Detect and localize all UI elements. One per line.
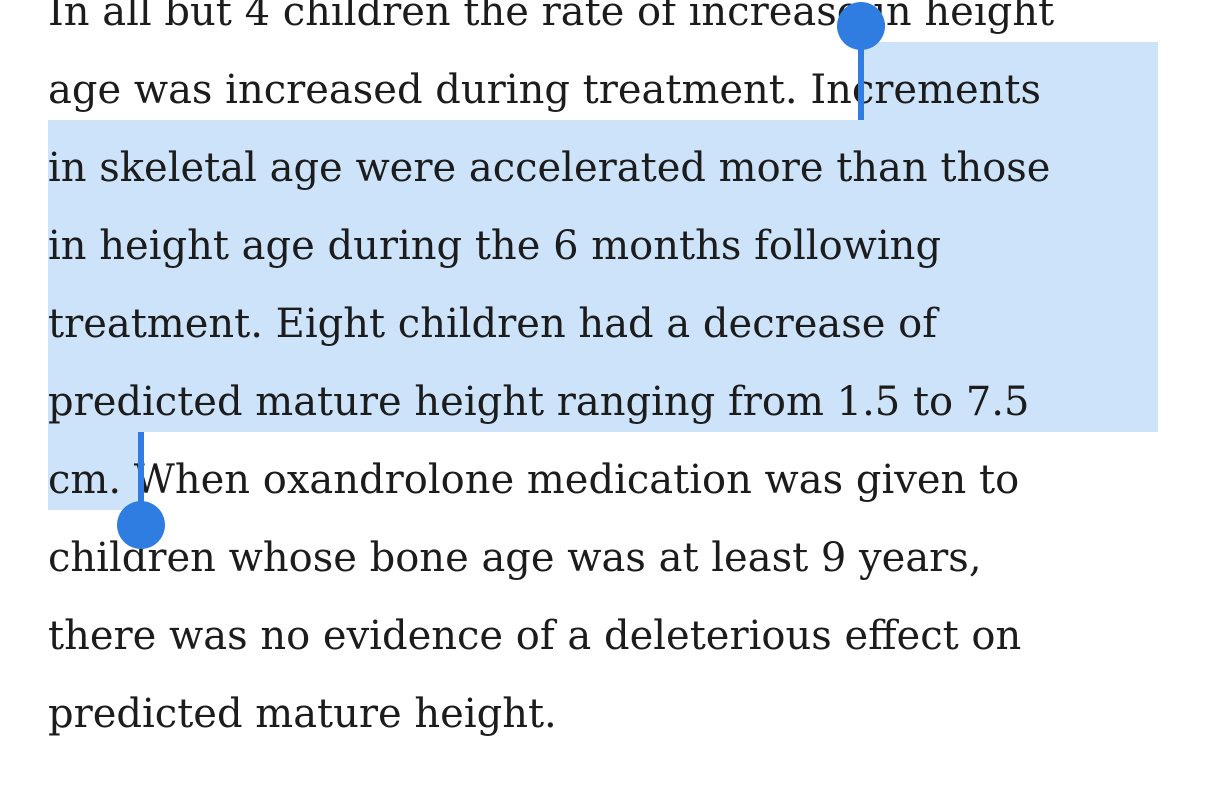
text-run: there was no evidence of a deleterious e… [48,613,1022,659]
selection-start-handle-bar[interactable] [858,30,864,120]
selected-text-run[interactable]: cm. [48,457,122,503]
text-line: there was no evidence of a deleterious e… [48,597,1158,675]
text-run: When oxandrolone medication was given to [121,457,1020,503]
text-selection-highlight [48,432,140,510]
selection-start-handle[interactable] [837,2,885,50]
selection-end-handle[interactable] [117,501,165,549]
text-line: predicted mature height. [48,675,1158,753]
text-selection-highlight [860,42,1158,120]
text-line: cm. When oxandrolone medication was give… [48,441,1158,519]
text-run: predicted mature height. [48,691,557,737]
text-line: age was increased during treatment. Incr… [48,51,1158,129]
text-line: predicted mature height ranging from 1.5… [48,363,1158,441]
article-paragraph: In all but 4 children the rate of increa… [48,0,1158,753]
selected-text-run[interactable]: in skeletal age were accelerated more th… [48,145,1051,191]
text-run: children whose bone age was at least 9 y… [48,535,982,581]
text-line: children whose bone age was at least 9 y… [48,519,1158,597]
selected-text-run[interactable]: predicted mature height ranging from 1.5… [48,379,1030,425]
text-line: treatment. Eight children had a decrease… [48,285,1158,363]
selected-text-run[interactable]: Increments [810,67,1042,113]
text-run: In all but 4 children the rate of increa… [48,0,1055,35]
selection-end-handle-bar[interactable] [138,432,144,516]
text-line: in skeletal age were accelerated more th… [48,129,1158,207]
selected-text-run[interactable]: in height age during the 6 months follow… [48,223,942,269]
text-line: In all but 4 children the rate of increa… [48,0,1158,51]
text-line: in height age during the 6 months follow… [48,207,1158,285]
text-selection-highlight [48,120,1158,432]
text-run: age was increased during treatment. [48,67,811,113]
selected-text-run[interactable]: treatment. Eight children had a decrease… [48,301,938,347]
